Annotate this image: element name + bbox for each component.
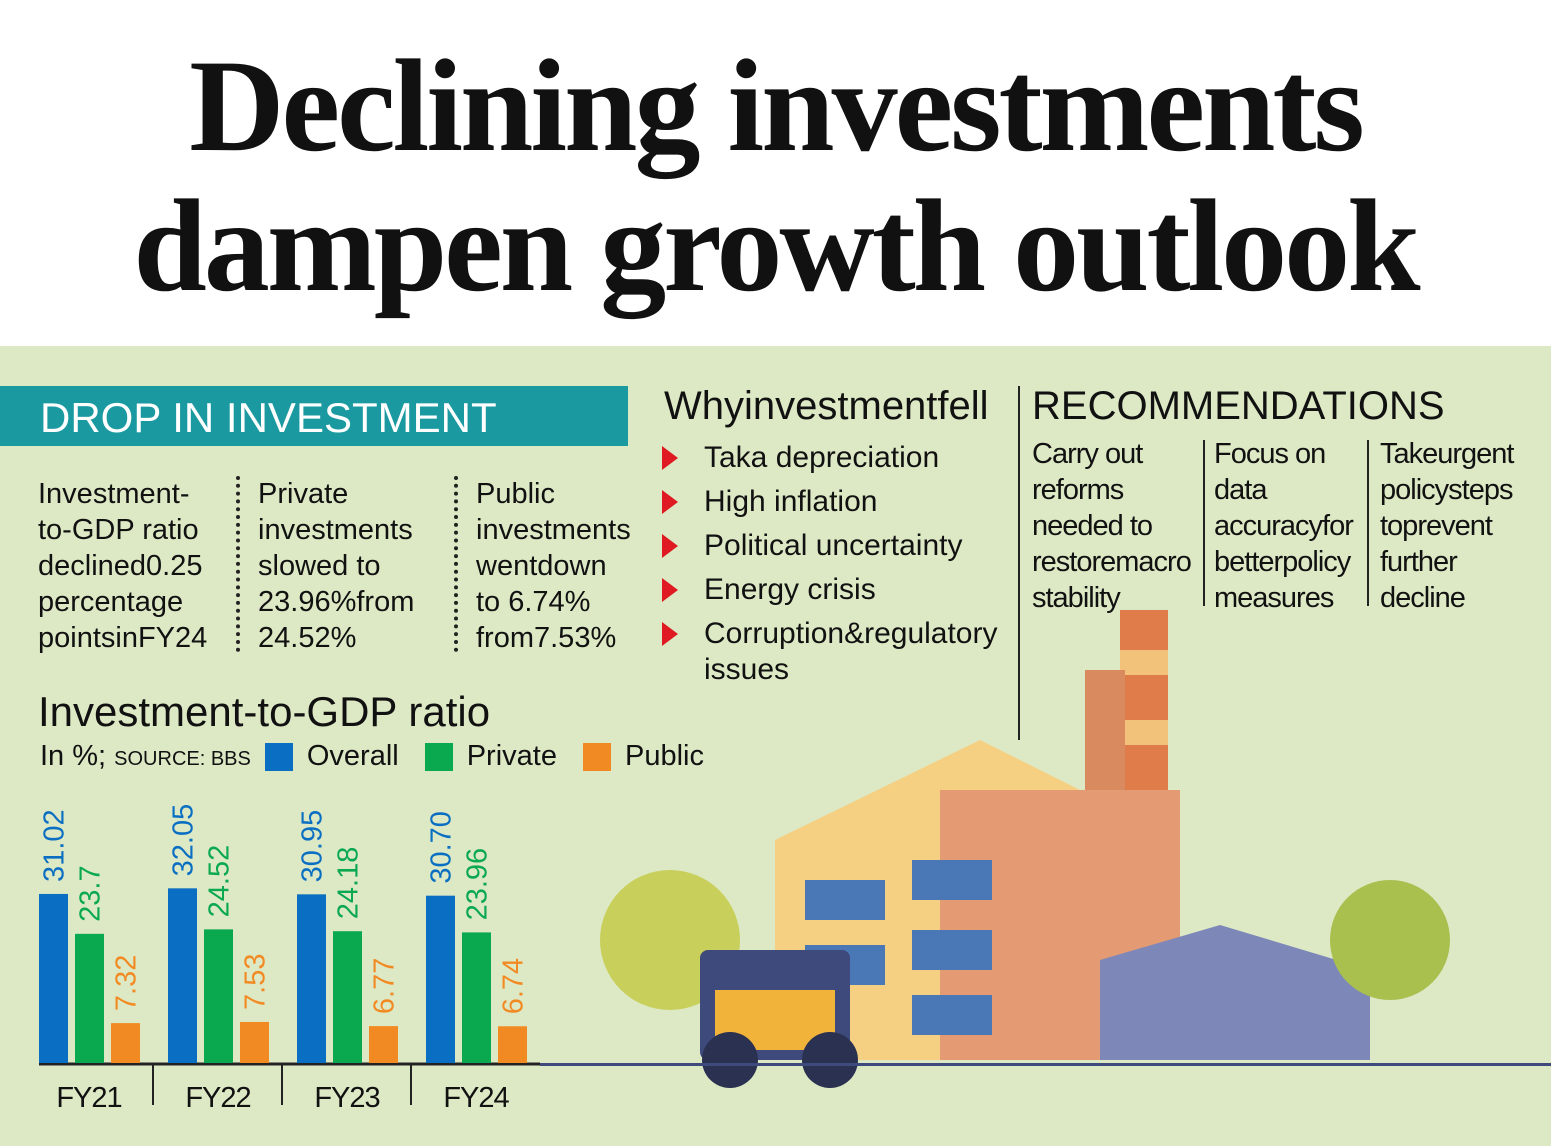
divider [236, 476, 240, 652]
legend-swatch-public [582, 742, 611, 771]
bullet-arrow-icon [662, 446, 678, 470]
bar-public-FY22 [240, 1021, 269, 1063]
data-label: 31.02 [39, 809, 71, 882]
data-label: 23.7 [75, 865, 107, 921]
data-label: 7.32 [111, 955, 143, 1011]
bar-private-FY24 [462, 932, 491, 1063]
data-label: 32.05 [168, 804, 200, 877]
chart-subtitle: In %; SOURCE: BBS [40, 740, 251, 772]
section-banner: DROP IN INVESTMENT [0, 386, 628, 446]
x-tick-label: FY24 [443, 1082, 509, 1114]
headline-line-2: dampen growth outlook [133, 172, 1420, 319]
warehouse [1100, 925, 1370, 1060]
bar-overall-FY24 [426, 895, 455, 1063]
data-label: 7.53 [240, 954, 272, 1010]
why-item: High inflation [662, 480, 1002, 524]
bullet-arrow-icon [662, 534, 678, 558]
stat-private: Private investments slowed to 23.96%from… [258, 478, 415, 654]
why-list: Taka depreciation High inflation Politic… [662, 436, 1002, 688]
chart-legend: In %; SOURCE: BBS Overall Private Public [40, 740, 704, 773]
data-label: 30.70 [426, 811, 458, 884]
divider [1367, 440, 1369, 606]
bar-public-FY23 [369, 1026, 398, 1063]
why-title: Whyinvestmentfell [664, 384, 989, 428]
data-label: 6.77 [369, 958, 401, 1014]
stat-overall: Investment- to-GDP ratio declined0.25 pe… [38, 478, 208, 654]
legend-label-private: Private [466, 740, 557, 772]
bullet-arrow-icon [662, 490, 678, 514]
data-label: 6.74 [498, 958, 530, 1014]
recommendation-2: Focus on data accuracyfor betterpolicy m… [1214, 438, 1354, 614]
divider [1203, 440, 1205, 606]
bar-overall-FY23 [297, 894, 326, 1063]
x-tick-label: FY23 [314, 1082, 379, 1114]
chart-source: SOURCE: BBS [114, 748, 251, 770]
headline-line-1: Declining investments [189, 32, 1365, 179]
data-label: 23.96 [462, 848, 494, 921]
bar-private-FY23 [333, 931, 362, 1063]
recommendation-3: Takeurgent policysteps toprevent further… [1380, 438, 1515, 614]
data-label: 24.52 [204, 845, 236, 918]
why-item: Taka depreciation [662, 436, 1002, 480]
recommendation-1: Carry out reforms needed to restoremacro… [1032, 438, 1192, 614]
chart-title: Investment-to-GDP ratio [38, 688, 491, 735]
bullet-arrow-icon [662, 578, 678, 602]
bar-public-FY21 [111, 1023, 140, 1063]
bar-overall-FY21 [39, 893, 68, 1063]
pointer-line [1018, 386, 1020, 740]
bullet-arrow-icon [662, 622, 678, 646]
tree [1330, 880, 1450, 1000]
why-item: Political uncertainty [662, 524, 1002, 568]
x-tick-label: FY22 [185, 1082, 250, 1114]
x-tick-label: FY21 [56, 1082, 121, 1114]
divider [454, 476, 458, 652]
headline: Declining investments dampen growth outl… [0, 36, 1551, 316]
factory-illustration [540, 610, 1551, 1088]
data-label: 24.18 [333, 847, 365, 920]
bar-private-FY21 [75, 933, 104, 1063]
bar-overall-FY22 [168, 888, 197, 1063]
recommendations-title: RECOMMENDATIONS [1032, 384, 1445, 428]
bar-private-FY22 [204, 929, 233, 1063]
data-label: 30.95 [297, 810, 329, 883]
legend-label-overall: Overall [306, 740, 399, 772]
legend-label-public: Public [624, 740, 704, 772]
stat-public: Public investments wentdown to 6.74% fro… [476, 478, 631, 654]
bar-public-FY24 [498, 1026, 527, 1063]
why-item: Corruption&regulatory issues [662, 612, 1002, 688]
why-item: Energy crisis [662, 568, 1002, 612]
legend-swatch-overall [264, 742, 293, 771]
legend-swatch-private [424, 742, 453, 771]
